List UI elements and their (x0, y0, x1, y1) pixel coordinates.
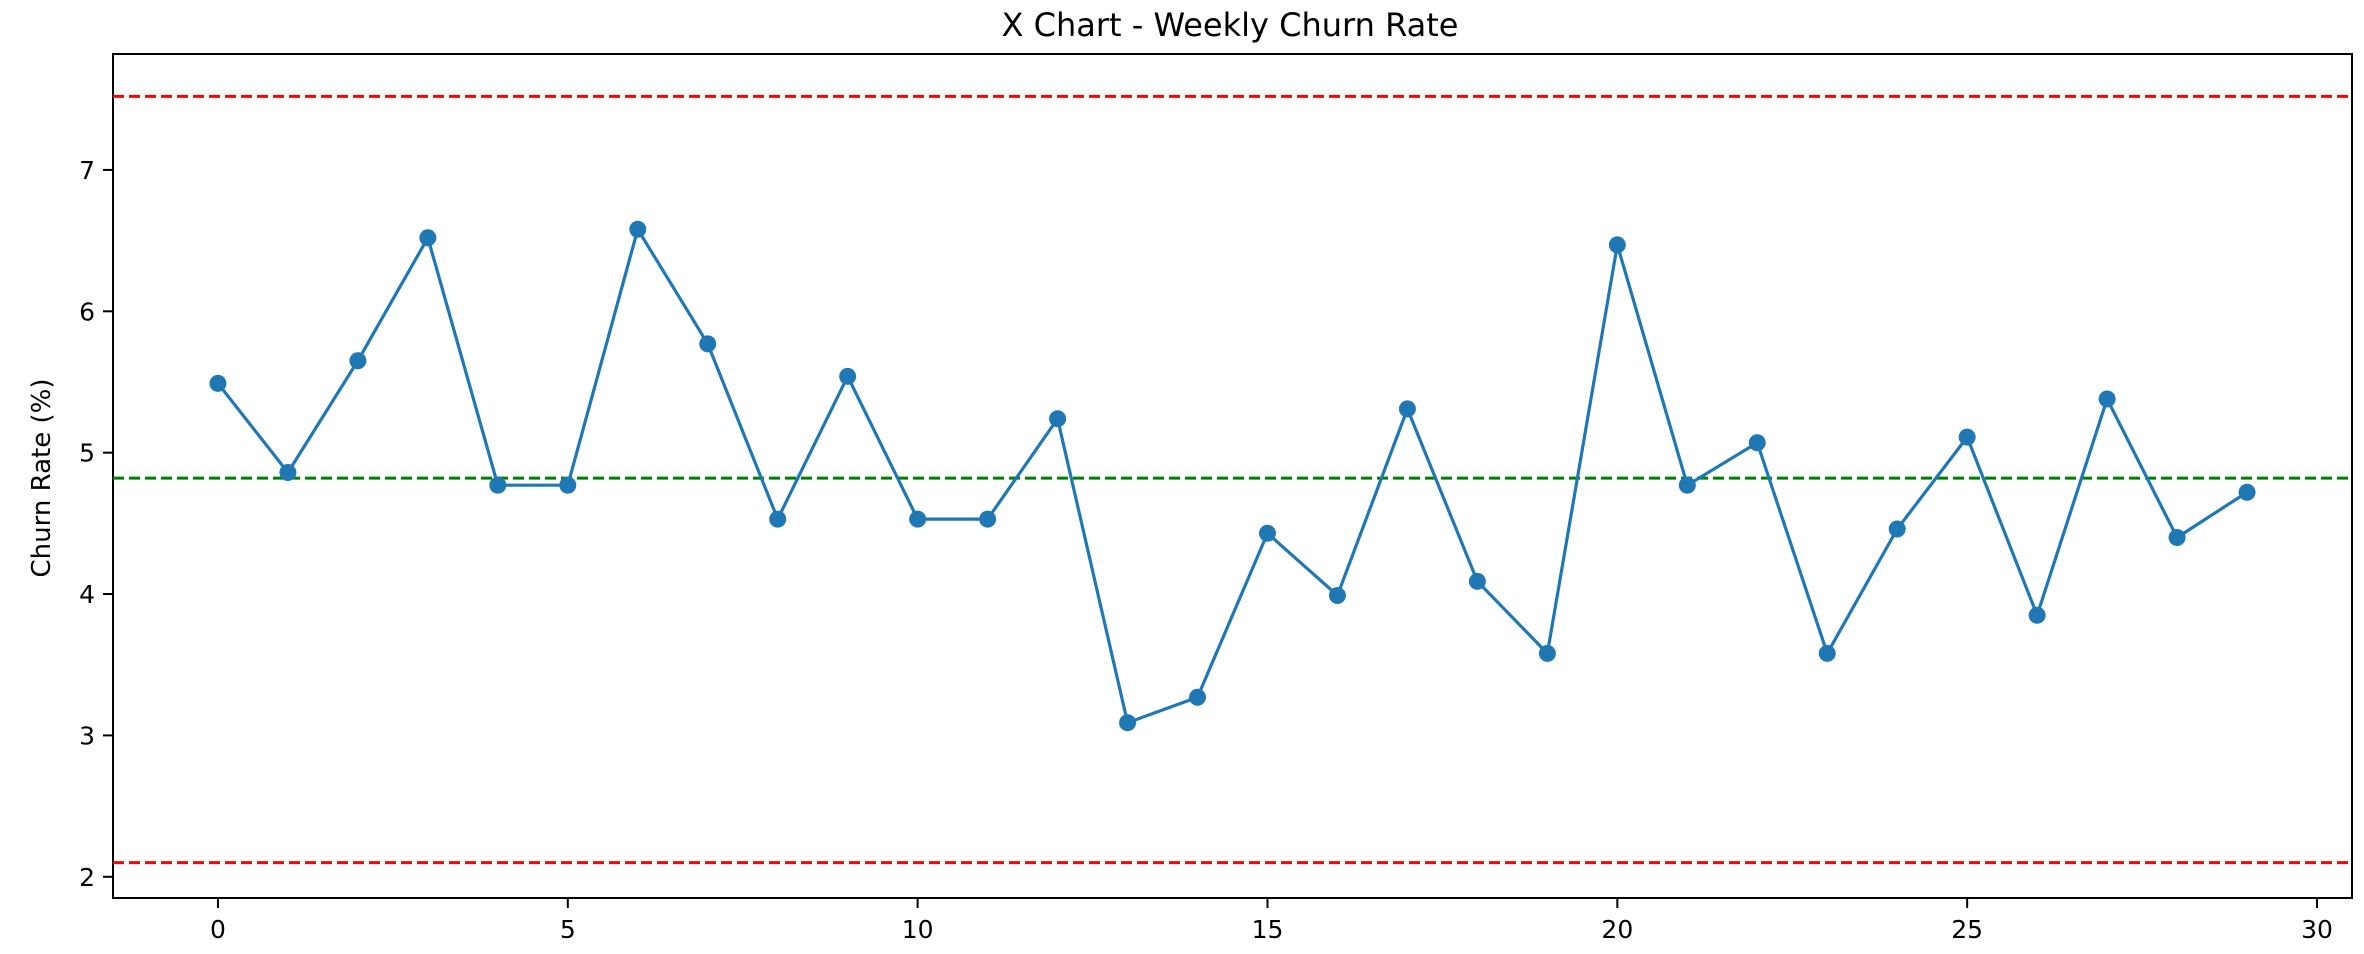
x-tick-label: 20 (1601, 915, 1633, 944)
y-tick-label: 3 (79, 721, 95, 750)
x-tick-label: 30 (2301, 915, 2333, 944)
data-point (209, 374, 227, 392)
data-point (839, 367, 857, 385)
y-tick-label: 5 (79, 439, 95, 468)
data-point (1119, 714, 1137, 732)
data-point (1748, 434, 1766, 452)
data-point (559, 476, 577, 494)
data-point (489, 476, 507, 494)
data-point (1818, 644, 1836, 662)
data-point (2238, 483, 2256, 501)
data-point (2098, 390, 2116, 408)
data-point (1678, 476, 1696, 494)
x-tick-label: 10 (902, 915, 934, 944)
plot-area: 0 5 10 15 20 25 30 2 3 4 5 6 7 (79, 53, 2353, 944)
plot-frame (112, 53, 2353, 899)
x-tick-label: 15 (1252, 915, 1284, 944)
data-point (2168, 528, 2186, 546)
data-point (979, 510, 997, 528)
data-point (1328, 586, 1346, 604)
data-point (769, 510, 787, 528)
y-axis-label: Churn Rate (%) (27, 379, 57, 578)
data-point (2028, 606, 2046, 624)
data-point (349, 352, 367, 370)
data-point (1468, 572, 1486, 590)
data-point (1888, 520, 1906, 538)
y-tick-label: 2 (79, 863, 95, 892)
data-point (1189, 688, 1207, 706)
data-point (1538, 644, 1556, 662)
series-line (216, 227, 2248, 725)
x-tick-label: 0 (210, 915, 226, 944)
data-point (1608, 236, 1626, 254)
data-point (699, 335, 717, 353)
x-tick-label: 25 (1951, 915, 1983, 944)
data-point (419, 229, 437, 247)
data-point (909, 510, 927, 528)
data-point (629, 220, 647, 238)
data-point (1258, 524, 1276, 542)
x-tick-label: 5 (560, 915, 576, 944)
data-point (1398, 400, 1416, 418)
y-tick-label: 7 (79, 156, 95, 185)
data-point (1049, 410, 1067, 428)
data-point (279, 463, 297, 481)
y-tick-label: 4 (79, 580, 95, 609)
y-tick-label: 6 (79, 297, 95, 326)
data-point (1958, 428, 1976, 446)
chart-title: X Chart - Weekly Churn Rate (1002, 6, 1459, 44)
